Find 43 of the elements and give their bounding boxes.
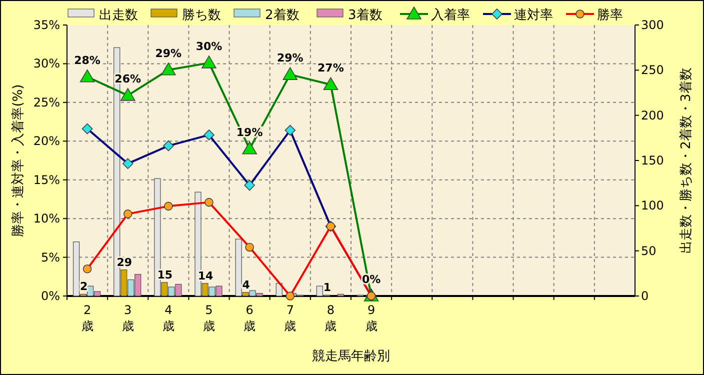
- legend-label: 3着数: [348, 7, 382, 23]
- y-tick-label: 35%: [33, 18, 60, 32]
- x-tick-label: 4歳: [162, 303, 174, 333]
- data-label: 2: [80, 280, 88, 294]
- legend-label: 出走数: [99, 8, 138, 23]
- x-tick-label: 8歳: [324, 303, 337, 333]
- data-label: 29%: [276, 52, 304, 65]
- y-tick-label: 30%: [33, 56, 60, 71]
- data-label: 30%: [196, 40, 222, 53]
- x-tick-label: 5歳: [203, 303, 215, 333]
- x-axis-title: 競走馬年齢別: [312, 349, 390, 364]
- y-tick-label: 20%: [33, 134, 60, 148]
- legend-label: 2着数: [265, 7, 300, 23]
- legend-label: 入着率: [431, 7, 470, 23]
- y2-tick-label: 0: [641, 289, 649, 303]
- data-label: 14: [198, 269, 214, 282]
- x-tick-label: 7歳: [284, 303, 296, 333]
- data-label: 4: [242, 278, 250, 292]
- x-tick-label: 2歳: [81, 303, 94, 333]
- y-tick-label: 15%: [33, 172, 60, 187]
- x-tick-label: 6歳: [244, 303, 256, 333]
- y2-tick-label: 50: [641, 244, 656, 258]
- y-tick-label: 0%: [40, 289, 60, 303]
- y-tick-label: 10%: [33, 212, 60, 226]
- data-label: 15: [157, 268, 173, 282]
- data-label: 1: [323, 281, 332, 294]
- y-axis-title: 勝率・連対率・入着率(%): [10, 84, 26, 237]
- x-tick-label: 9歳: [365, 303, 378, 333]
- y2-axis-title: 出走数・勝ち数・2着数・3着数: [678, 68, 694, 254]
- y2-tick-label: 150: [641, 154, 664, 168]
- y2-tick-label: 300: [641, 18, 664, 32]
- y-tick-label: 5%: [40, 250, 60, 264]
- y-tick-label: 25%: [33, 95, 60, 110]
- y2-tick-label: 250: [641, 63, 664, 78]
- legend-label: 勝ち数: [182, 8, 221, 23]
- x-tick-label: 3歳: [122, 303, 134, 333]
- data-label: 29%: [155, 46, 182, 60]
- legend-label: 勝率: [597, 7, 623, 23]
- data-label: 28%: [74, 54, 100, 67]
- y2-tick-label: 100: [641, 198, 664, 213]
- data-label: 27%: [318, 62, 344, 75]
- legend-label: 連対率: [514, 7, 553, 23]
- y2-tick-label: 200: [641, 108, 664, 122]
